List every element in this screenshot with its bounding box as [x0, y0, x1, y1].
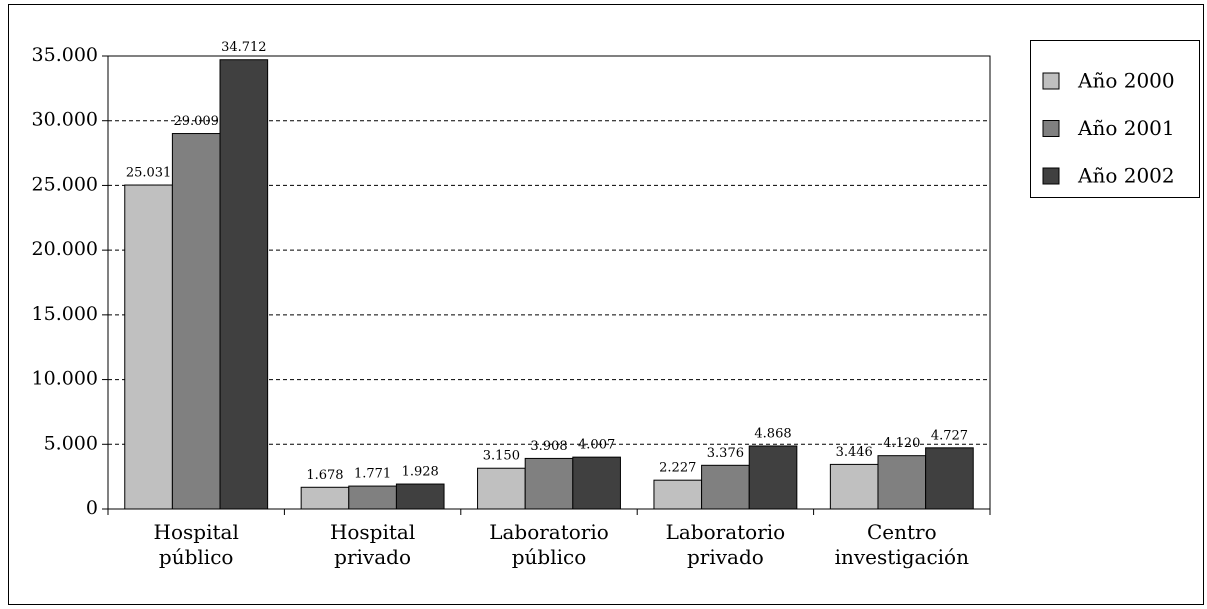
y-tick-label: 30.000: [32, 109, 98, 131]
legend-swatch: [1042, 120, 1060, 137]
value-label: 2.227: [659, 461, 696, 476]
y-tick-label: 35.000: [32, 44, 98, 66]
x-tick-label: Centro investigación: [835, 520, 969, 569]
legend-swatch: [1042, 167, 1060, 185]
bar: [877, 455, 927, 510]
y-tick-label: 5.000: [44, 432, 98, 454]
y-tick-label: 10.000: [32, 368, 98, 390]
bar: [348, 485, 397, 510]
bar: [925, 447, 974, 510]
value-label: 3.908: [530, 439, 567, 454]
y-tick-label: 25.000: [32, 173, 98, 195]
bar: [171, 133, 221, 510]
bar: [748, 445, 798, 510]
value-label: 4.868: [754, 426, 791, 441]
legend-label: Año 2001: [1077, 116, 1175, 140]
value-label: 3.376: [707, 446, 744, 461]
bar: [395, 483, 445, 510]
value-label: 3.150: [483, 449, 520, 464]
bar: [219, 59, 269, 510]
legend-label: Año 2002: [1077, 164, 1175, 188]
bar: [524, 457, 574, 510]
x-tick-label: Hospital privado: [330, 520, 415, 569]
y-tick-label: 0: [86, 497, 98, 519]
bar: [300, 486, 350, 510]
chart-border: [8, 4, 1204, 605]
legend-label: Año 2000: [1077, 69, 1175, 93]
y-tick-label: 15.000: [32, 303, 98, 325]
bar: [701, 464, 750, 510]
value-label: 34.712: [221, 40, 267, 55]
value-label: 4.120: [883, 436, 920, 451]
y-tick-label: 20.000: [32, 238, 98, 260]
value-label: 4.007: [578, 438, 615, 453]
value-label: 25.031: [126, 166, 172, 181]
bar: [829, 463, 879, 510]
value-label: 4.727: [931, 428, 968, 443]
value-label: 29.009: [173, 114, 219, 129]
legend-swatch: [1042, 72, 1060, 90]
value-label: 1.678: [306, 468, 343, 483]
bar: [124, 184, 173, 510]
x-tick-label: Laboratorio privado: [666, 520, 786, 569]
value-label: 1.928: [402, 465, 439, 480]
value-label: 1.771: [354, 467, 391, 482]
value-label: 3.446: [836, 445, 873, 460]
bar: [477, 467, 526, 510]
bar: [572, 456, 621, 510]
x-tick-label: Laboratorio público: [489, 520, 609, 569]
x-tick-label: Hospital público: [154, 520, 239, 569]
bar: [653, 479, 703, 510]
